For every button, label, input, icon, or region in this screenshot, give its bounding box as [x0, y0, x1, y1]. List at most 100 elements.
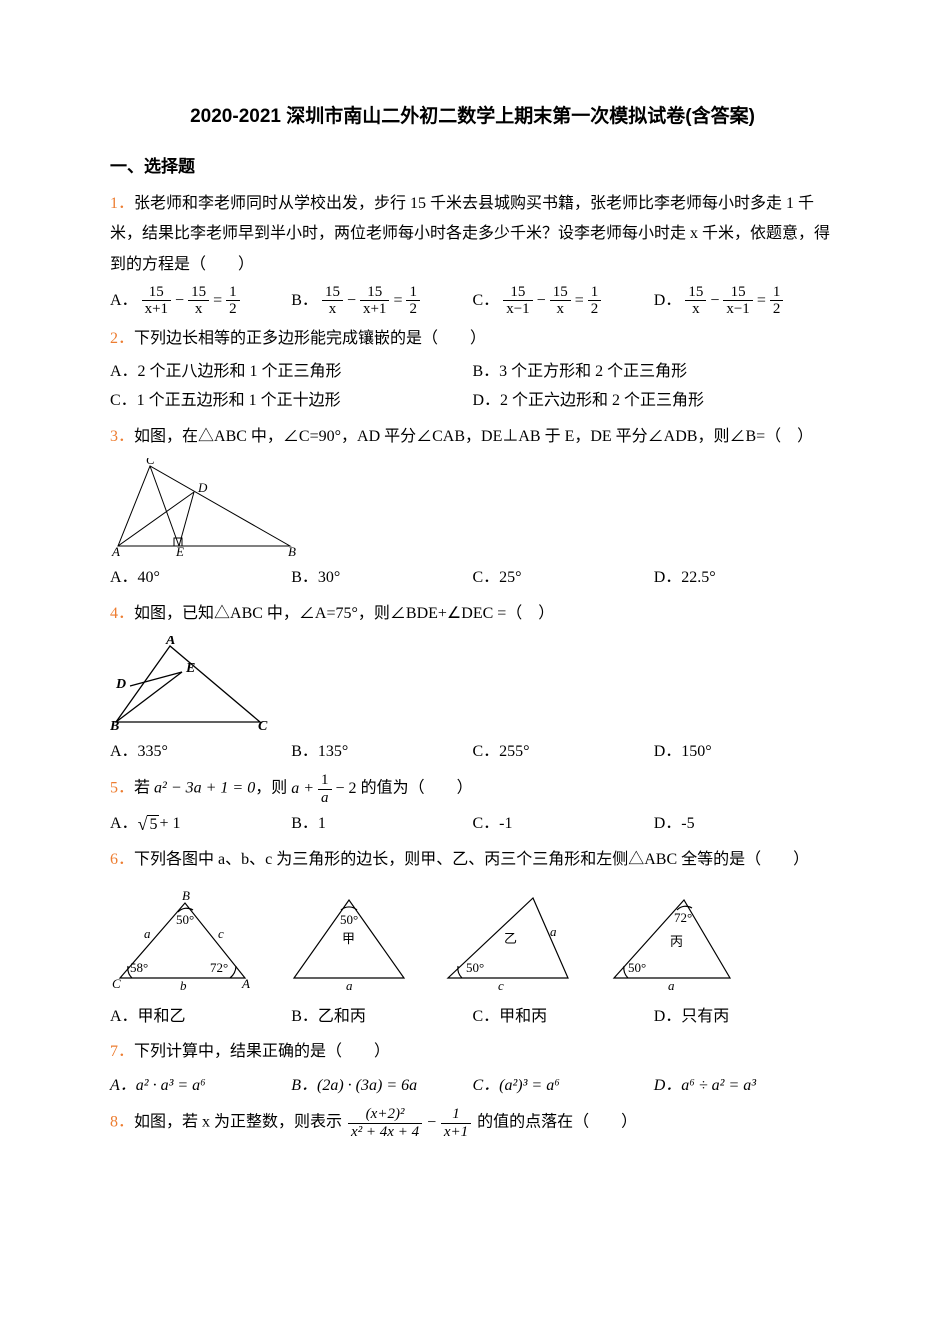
question-4: 4．如图，已知△ABC 中，∠A=75°，则∠BDE+∠DEC =（ ） [110, 599, 835, 629]
q5-t2: ，则 [255, 780, 291, 797]
q4-text: 如图，已知△ABC 中，∠A=75°，则∠BDE+∠DEC =（ ） [134, 605, 554, 622]
fraction: 12 [588, 284, 602, 318]
q1-number: 1． [110, 195, 134, 212]
q4-opt-c: C．255° [473, 738, 654, 767]
q2-text: 下列边长相等的正多边形能完成镶嵌的是（ ） [134, 330, 486, 347]
q5-number: 5． [110, 780, 134, 797]
q1-text: 张老师和李老师同时从学校出发，步行 15 千米去县城购买书籍，张老师比李老师每小… [110, 195, 830, 273]
q6-text: 下列各图中 a、b、c 为三角形的边长，则甲、乙、丙三个三角形和左侧△ABC 全… [134, 851, 809, 868]
fraction: 15x+1 [360, 284, 389, 318]
fraction: 15x−1 [723, 284, 752, 318]
svg-text:50°: 50° [466, 960, 484, 975]
svg-text:50°: 50° [628, 960, 646, 975]
svg-text:乙: 乙 [504, 931, 517, 946]
svg-text:丙: 丙 [670, 934, 683, 949]
opt-label: A． [110, 810, 138, 839]
svg-text:E: E [185, 661, 195, 676]
question-2: 2．下列边长相等的正多边形能完成镶嵌的是（ ） [110, 324, 835, 354]
q4-opt-b: B．135° [291, 738, 472, 767]
fraction: 15x [322, 284, 343, 318]
svg-text:E: E [175, 544, 184, 558]
q5-opt-a: A．√5 + 1 [110, 810, 291, 839]
q5-lhs: a² − 3a + 1 = 0 [154, 780, 255, 797]
svg-text:a: a [346, 978, 353, 993]
fraction: (x+2)²x² + 4x + 4 [348, 1106, 422, 1140]
svg-text:72°: 72° [674, 910, 692, 925]
svg-text:C: C [146, 458, 155, 467]
q2-options: A．2 个正八边形和 1 个正三角形 B．3 个正方形和 2 个正三角形 C．1… [110, 358, 835, 416]
q2-opt-b: B．3 个正方形和 2 个正三角形 [473, 358, 836, 387]
q6-tri-jia: 50° 甲 a [284, 888, 414, 993]
q3-opt-c: C．25° [473, 564, 654, 593]
fraction: 15x+1 [142, 284, 171, 318]
q6-tri-abc: B C A a c b 50° 58° 72° [110, 888, 260, 993]
q5-opt-c: C．-1 [473, 810, 654, 839]
exam-page: 2020-2021 深圳市南山二外初二数学上期末第一次模拟试卷(含答案) 一、选… [0, 0, 945, 1182]
q7-opt-b: B．(2a) · (3a) = 6a [291, 1072, 472, 1101]
fraction: 15x [550, 284, 571, 318]
svg-text:B: B [288, 544, 296, 558]
fraction: 1a [318, 772, 332, 806]
svg-text:50°: 50° [176, 912, 194, 927]
fraction: 15x−1 [503, 284, 532, 318]
q4-opt-a: A．335° [110, 738, 291, 767]
q2-opt-a: A．2 个正八边形和 1 个正三角形 [110, 358, 473, 387]
svg-text:B: B [182, 888, 190, 903]
fraction: 1x+1 [441, 1106, 471, 1140]
q6-opt-c: C．甲和丙 [473, 1003, 654, 1032]
opt-tail: + 1 [159, 810, 180, 839]
q6-opt-a: A．甲和乙 [110, 1003, 291, 1032]
q4-options: A．335° B．135° C．255° D．150° [110, 738, 835, 767]
opt-label: C． [473, 287, 500, 316]
fraction: 15x [188, 284, 209, 318]
q3-diagram: A E B C D [110, 458, 310, 558]
svg-text:c: c [498, 978, 504, 993]
fraction: 12 [770, 284, 784, 318]
q3-opt-d: D．22.5° [654, 564, 835, 593]
q4-opt-d: D．150° [654, 738, 835, 767]
q5-opt-d: D．-5 [654, 810, 835, 839]
q3-text: 如图，在△ABC 中，∠C=90°，AD 平分∠CAB，DE⊥AB 于 E，DE… [134, 428, 813, 445]
sqrt-icon: √5 [138, 815, 160, 834]
q3-options: A．40° B．30° C．25° D．22.5° [110, 564, 835, 593]
q6-tri-yi: 50° 乙 a c [438, 888, 578, 993]
q3-opt-b: B．30° [291, 564, 472, 593]
q6-tri-bing: 50° 72° 丙 a [602, 888, 742, 993]
question-7: 7．下列计算中，结果正确的是（ ） [110, 1037, 835, 1067]
q5-rpost: − 2 [336, 774, 357, 804]
fraction: 12 [406, 284, 420, 318]
question-1: 1．张老师和李老师同时从学校出发，步行 15 千米去县城购买书籍，张老师比李老师… [110, 189, 835, 280]
svg-text:D: D [197, 480, 208, 495]
q6-options: A．甲和乙 B．乙和丙 C．甲和丙 D．只有丙 [110, 1003, 835, 1032]
svg-text:C: C [258, 719, 268, 732]
q6-number: 6． [110, 851, 134, 868]
svg-text:a: a [144, 926, 151, 941]
q8-t2: 的值的点落在（ ） [473, 1114, 637, 1131]
svg-text:72°: 72° [210, 960, 228, 975]
svg-text:D: D [115, 677, 126, 692]
q6-opt-d: D．只有丙 [654, 1003, 835, 1032]
q2-number: 2． [110, 330, 134, 347]
svg-text:A: A [111, 544, 120, 558]
opt-label: A． [110, 287, 138, 316]
q1-opt-b: B． 15x −15x+1 =12 [291, 284, 472, 318]
q5-opt-b: B．1 [291, 810, 472, 839]
q1-options: A． 15x+1 −15x =12 B． 15x −15x+1 =12 C． 1… [110, 284, 835, 318]
q4-number: 4． [110, 605, 134, 622]
q8-number: 8． [110, 1114, 134, 1131]
svg-text:B: B [110, 719, 119, 732]
page-title: 2020-2021 深圳市南山二外初二数学上期末第一次模拟试卷(含答案) [110, 100, 835, 134]
q6-diagrams: B C A a c b 50° 58° 72° 50° 甲 a [110, 882, 835, 999]
q6-opt-b: B．乙和丙 [291, 1003, 472, 1032]
svg-text:a: a [550, 924, 557, 939]
svg-text:b: b [180, 978, 187, 993]
q4-diagram: ABC DE [110, 636, 280, 732]
q2-opt-c: C．1 个正五边形和 1 个正十边形 [110, 387, 473, 416]
q7-opt-a: A．a² · a³ = a⁶ [110, 1072, 291, 1101]
fraction: 15x [685, 284, 706, 318]
q7-opt-d: D．a⁶ ÷ a² = a³ [654, 1072, 835, 1101]
svg-text:a: a [668, 978, 675, 993]
q7-number: 7． [110, 1043, 134, 1060]
opt-label: D． [654, 287, 682, 316]
fraction: 12 [226, 284, 240, 318]
